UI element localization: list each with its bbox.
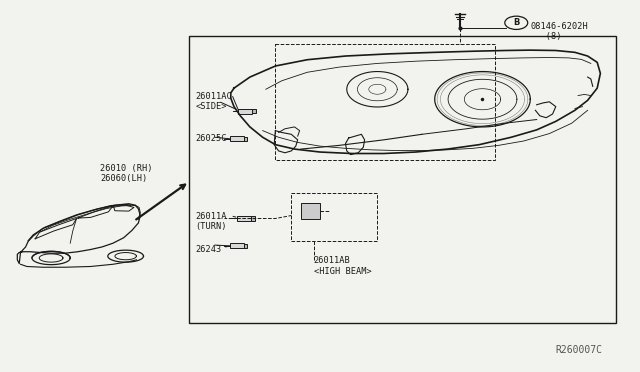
Circle shape xyxy=(505,16,528,29)
Text: 26010 (RH)
26060(LH): 26010 (RH) 26060(LH) xyxy=(100,164,153,183)
Text: 08146-6202H
   (8): 08146-6202H (8) xyxy=(531,22,588,41)
Text: 26243: 26243 xyxy=(196,245,222,254)
Bar xyxy=(244,137,247,141)
Bar xyxy=(189,36,616,323)
Bar xyxy=(301,203,320,219)
Bar xyxy=(252,109,256,113)
Text: 26011AC
<SIDE>: 26011AC <SIDE> xyxy=(196,92,232,111)
Bar xyxy=(237,216,251,221)
Bar xyxy=(275,44,495,160)
Bar xyxy=(230,136,244,141)
Bar xyxy=(291,193,378,241)
Bar xyxy=(251,217,255,221)
Bar xyxy=(244,244,247,248)
Bar xyxy=(239,109,252,114)
Text: 26011A
(TURN): 26011A (TURN) xyxy=(196,212,227,231)
Text: 26025C: 26025C xyxy=(196,134,227,143)
Text: 26011AB
<HIGH BEAM>: 26011AB <HIGH BEAM> xyxy=(314,256,371,276)
Text: R260007C: R260007C xyxy=(556,345,603,355)
Text: B: B xyxy=(513,18,520,27)
Bar xyxy=(230,243,244,248)
